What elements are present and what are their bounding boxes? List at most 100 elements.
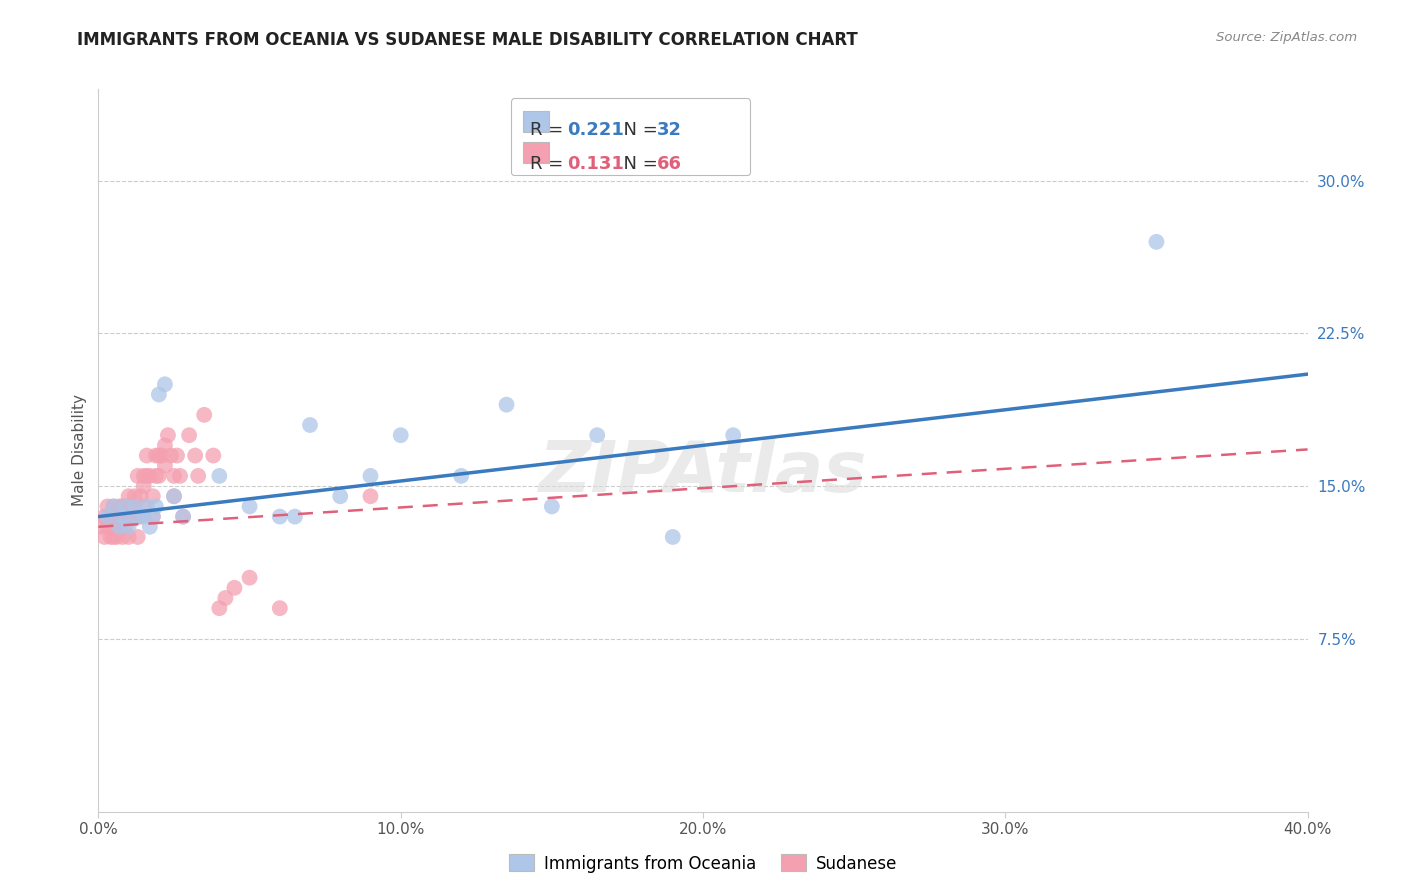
Point (108, 520, 131, 534)
Point (103, 500, 125, 514)
Point (142, 509, 165, 524)
Point (166, 449, 188, 463)
Point (163, 469, 186, 483)
Point (145, 500, 167, 514)
Point (208, 469, 231, 483)
Point (360, 469, 382, 483)
Point (111, 530, 134, 544)
Point (239, 571, 262, 585)
Point (124, 509, 146, 524)
Point (145, 469, 167, 483)
Point (93, 509, 115, 524)
Point (118, 489, 141, 503)
Point (96, 500, 118, 514)
Point (723, 428, 745, 442)
Text: 32: 32 (657, 120, 682, 138)
Text: N =: N = (613, 120, 664, 138)
Point (111, 509, 134, 524)
Point (129, 489, 152, 503)
Text: R =: R = (530, 155, 569, 173)
Text: R =: R = (530, 120, 569, 138)
Point (184, 449, 207, 463)
Text: 0.131: 0.131 (568, 155, 624, 173)
Text: 0.221: 0.221 (568, 120, 624, 138)
Point (118, 530, 141, 544)
Text: ZIPAtlas: ZIPAtlas (538, 438, 868, 507)
Point (284, 509, 307, 524)
Point (269, 509, 291, 524)
Point (121, 500, 143, 514)
Point (105, 509, 128, 524)
Text: Source: ZipAtlas.com: Source: ZipAtlas.com (1216, 31, 1357, 45)
Point (118, 500, 141, 514)
Point (103, 520, 125, 534)
Point (114, 520, 136, 534)
Point (360, 489, 382, 503)
Point (132, 469, 155, 483)
Point (129, 509, 152, 524)
Point (208, 601, 231, 615)
Point (100, 509, 122, 524)
Y-axis label: Male Disability: Male Disability (72, 394, 87, 507)
Point (495, 398, 517, 412)
Point (153, 458, 176, 473)
Point (111, 500, 134, 514)
Point (103, 500, 125, 514)
Point (103, 530, 125, 544)
Legend: Immigrants from Oceania, Sudanese: Immigrants from Oceania, Sudanese (502, 847, 904, 880)
Point (187, 469, 209, 483)
Point (111, 509, 134, 524)
Point (118, 509, 141, 524)
Point (135, 449, 157, 463)
Point (114, 500, 136, 514)
Point (150, 449, 173, 463)
Point (121, 509, 143, 524)
Point (153, 438, 176, 452)
Point (153, 377, 176, 392)
Point (124, 489, 146, 503)
Point (114, 500, 136, 514)
Point (148, 387, 170, 401)
Point (114, 509, 136, 524)
Point (193, 408, 215, 422)
Point (145, 449, 167, 463)
Point (135, 469, 157, 483)
Point (450, 469, 472, 483)
Point (269, 601, 291, 615)
Point (239, 500, 262, 514)
Point (299, 417, 322, 432)
Point (586, 428, 609, 442)
Point (163, 489, 186, 503)
Point (163, 489, 186, 503)
Point (148, 469, 170, 483)
Point (389, 428, 412, 442)
Point (172, 509, 194, 524)
Point (93, 530, 115, 544)
Point (132, 509, 155, 524)
Point (96, 520, 118, 534)
Point (142, 509, 165, 524)
Point (100, 530, 122, 544)
Point (540, 500, 562, 514)
Point (108, 500, 131, 514)
Point (139, 469, 162, 483)
Text: 66: 66 (657, 155, 682, 173)
Point (329, 489, 352, 503)
Point (127, 530, 149, 544)
Point (124, 500, 146, 514)
Point (214, 591, 236, 605)
Point (127, 469, 149, 483)
Point (156, 428, 179, 442)
Point (90, 520, 112, 534)
Legend:                                ,                                : , (510, 98, 751, 175)
Point (132, 500, 155, 514)
Point (135, 500, 157, 514)
Point (105, 530, 128, 544)
Point (127, 509, 149, 524)
Point (108, 520, 131, 534)
Point (127, 509, 149, 524)
Point (160, 449, 183, 463)
Text: N =: N = (613, 155, 664, 173)
Point (148, 449, 170, 463)
Point (96, 509, 118, 524)
